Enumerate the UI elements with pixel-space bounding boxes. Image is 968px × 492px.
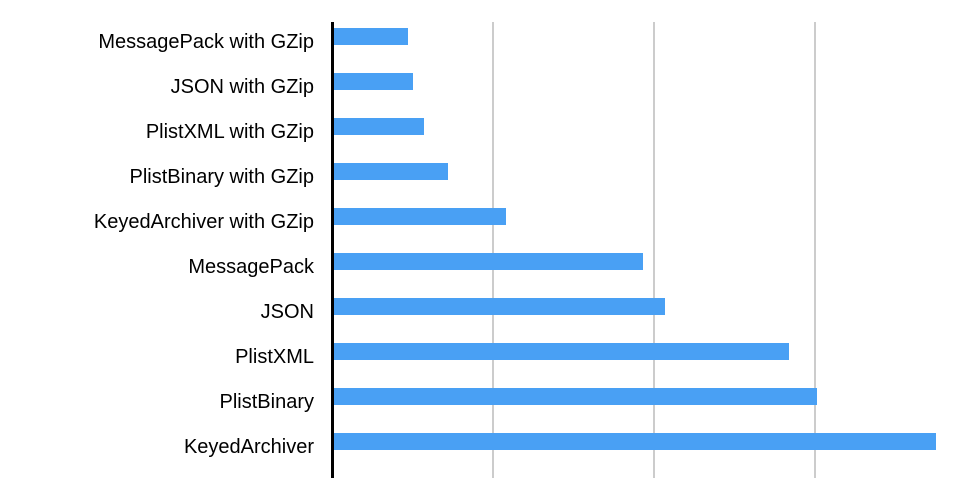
bar bbox=[334, 163, 448, 180]
bar bbox=[334, 28, 408, 45]
category-label: JSON bbox=[260, 301, 314, 323]
category-label: PlistBinary bbox=[219, 391, 314, 413]
bar bbox=[334, 73, 413, 90]
category-label: MessagePack with GZip bbox=[98, 31, 314, 53]
x-gridline bbox=[492, 22, 494, 478]
y-axis-line bbox=[331, 22, 334, 478]
bar bbox=[334, 208, 506, 225]
category-label: KeyedArchiver with GZip bbox=[93, 211, 314, 233]
category-label: KeyedArchiver bbox=[183, 436, 314, 458]
x-gridline bbox=[653, 22, 655, 478]
category-label: MessagePack bbox=[188, 256, 314, 278]
category-label: JSON with GZip bbox=[170, 76, 314, 98]
bar bbox=[334, 118, 424, 135]
category-label: PlistBinary with GZip bbox=[129, 166, 315, 188]
x-gridline bbox=[814, 22, 816, 478]
bar bbox=[334, 253, 643, 270]
bar bbox=[334, 343, 789, 360]
bar bbox=[334, 388, 817, 405]
bar bbox=[334, 433, 936, 450]
category-label: PlistXML bbox=[235, 346, 314, 368]
category-label: PlistXML with GZip bbox=[145, 121, 314, 143]
bar bbox=[334, 298, 665, 315]
